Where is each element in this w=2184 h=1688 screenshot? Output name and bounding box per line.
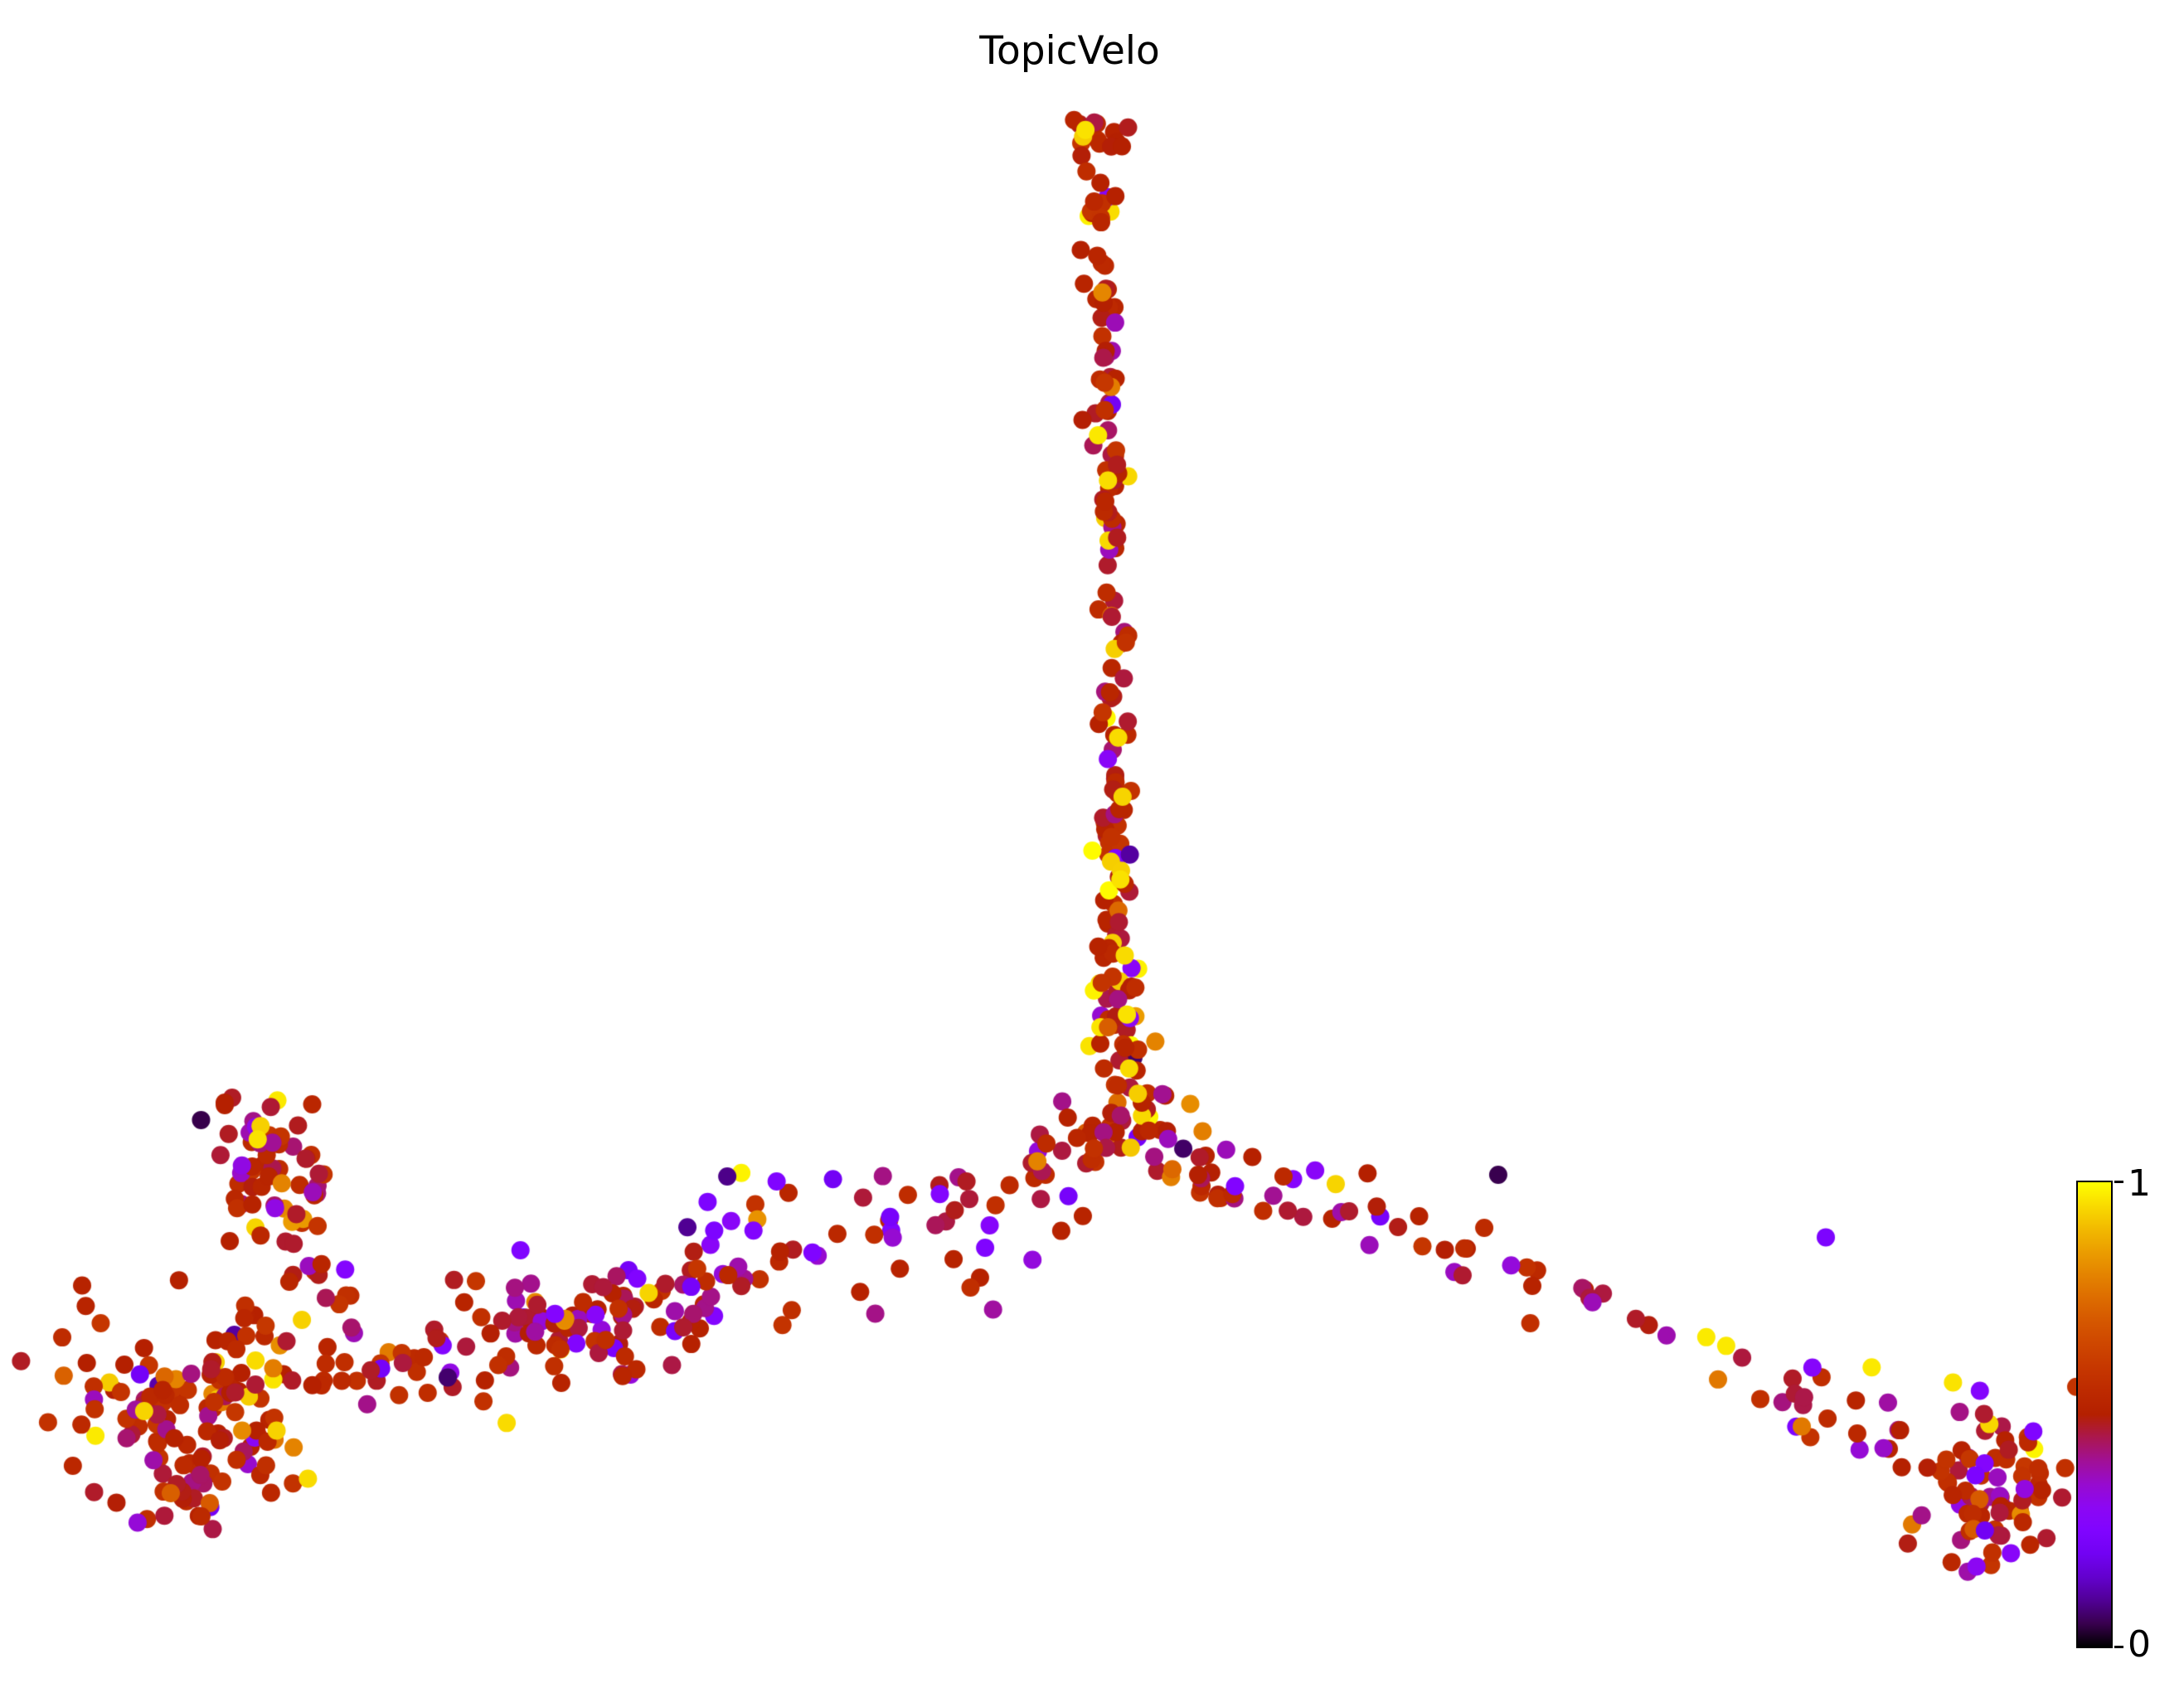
colorbar-max-label: 1 [2128,1162,2151,1205]
colorbar-tick-max [2114,1181,2123,1183]
colorbar-min-label: 0 [2128,1623,2151,1666]
colorbar-gradient [2076,1181,2113,1648]
colorbar-tick-min [2114,1646,2123,1648]
colorbar: 1 0 [2076,1166,2151,1663]
chart-title: TopicVelo [979,28,1160,74]
